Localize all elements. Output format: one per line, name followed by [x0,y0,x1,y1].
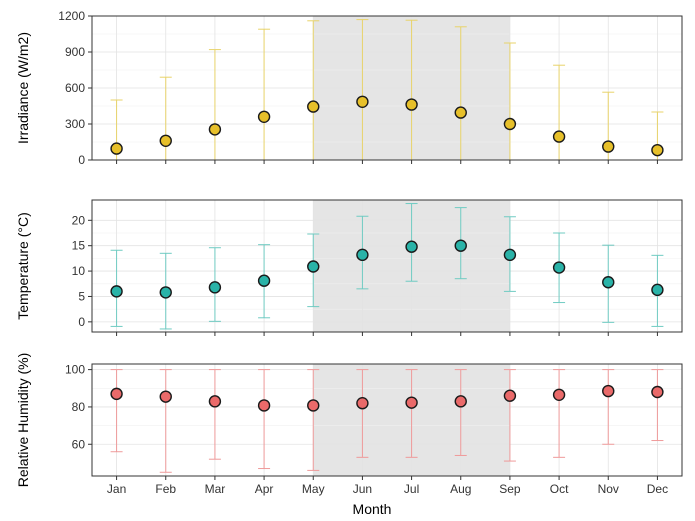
data-point-aug [454,239,467,252]
data-point-jul [405,396,418,409]
data-point-oct [552,261,566,274]
data-point-feb [159,390,172,403]
data-point-sep [503,117,517,131]
data-point-dec [651,143,664,157]
data-point-may [307,100,320,113]
error-bar-nov [602,369,615,445]
error-bar-dec [651,369,664,442]
y-tick-label: 60 [72,437,86,451]
error-bar-jul [405,369,418,458]
data-point-aug [454,106,467,119]
data-point-jan [110,285,123,298]
error-bar-jan [110,369,123,453]
x-tick-label-apr: Apr [255,482,274,496]
error-bar-feb [159,369,172,473]
data-point-dec [651,283,664,297]
data-point-jun [356,95,369,109]
y-tick-label: 0 [78,153,85,167]
y-axis-title: Temperature (°C) [15,212,31,320]
y-axis-title: Relative Humidity (%) [15,353,31,488]
y-tick-label: 900 [65,45,85,59]
data-point-feb [159,134,172,148]
x-tick-label-nov: Nov [598,482,619,496]
data-point-may [307,399,320,412]
data-point-apr [257,399,271,412]
x-tick-label-oct: Oct [550,482,569,496]
x-tick-label-sep: Sep [499,482,521,496]
error-bar-sep [503,369,516,462]
data-point-dec [651,385,664,399]
error-bar-mar [208,369,221,460]
data-point-jul [405,240,418,253]
panel-3: 60 80 100 Relative Humidity (%) [15,353,683,488]
x-axis: Jan Feb Mar Apr May Jun Jul Aug Sep Oct Nov Dec [107,482,668,496]
data-point-mar [208,395,222,408]
panel-border [91,199,683,333]
x-tick-label-dec: Dec [647,482,668,496]
data-point-mar [208,281,222,294]
y-tick-label: 1200 [58,9,85,23]
x-tick-label-jan: Jan [107,482,126,496]
y-tick-label: 0 [78,315,85,329]
data-point-may [307,260,320,273]
y-tick-label: 20 [72,213,86,227]
y-axis-title: Irradiance (W/m2) [15,32,31,144]
error-bar-may [307,369,320,471]
y-tick-label: 5 [78,289,85,303]
data-point-jul [405,98,418,111]
data-point-jun [356,248,369,262]
error-bar-apr [258,369,271,470]
data-point-apr [257,110,271,124]
data-point-mar [208,123,222,136]
y-tick-label: 15 [72,239,86,253]
y-tick-label: 300 [65,117,85,131]
data-point-jan [110,142,123,155]
data-point-sep [503,248,517,262]
x-tick-label-mar: Mar [205,482,226,496]
error-bar-aug [454,369,467,456]
data-point-aug [454,395,467,408]
x-tick-label-feb: Feb [155,482,176,496]
x-tick-label-aug: Aug [450,482,471,496]
panel-1: 0 300 600 900 1200 Irradiance (W/m2) [15,9,683,167]
y-tick-label: 80 [72,400,86,414]
data-point-feb [159,286,172,299]
data-point-nov [602,276,615,289]
y-tick-label: 600 [65,81,85,95]
panel-border [91,363,683,477]
data-point-jan [110,387,123,401]
data-point-sep [503,389,517,402]
error-bar-jun [356,369,369,458]
x-tick-label-jul: Jul [404,482,419,496]
data-point-nov [602,140,615,153]
x-tick-label-may: May [302,482,325,496]
data-point-oct [552,130,566,143]
x-tick-label-jun: Jun [353,482,372,496]
y-tick-label: 10 [72,264,86,278]
x-axis-title: Month [353,501,392,517]
data-point-jun [356,397,369,410]
panel-2: 0 5 10 15 20 Temperature (°C) [15,199,683,336]
data-point-oct [552,388,566,401]
panels-layer: 0 300 600 900 1200 Irradiance (W/m2) 0 5 10 15 20 T… [15,9,683,488]
y-tick-label: 100 [65,363,85,377]
error-bar-oct [553,369,566,458]
data-point-apr [257,274,271,287]
data-point-nov [602,384,615,398]
